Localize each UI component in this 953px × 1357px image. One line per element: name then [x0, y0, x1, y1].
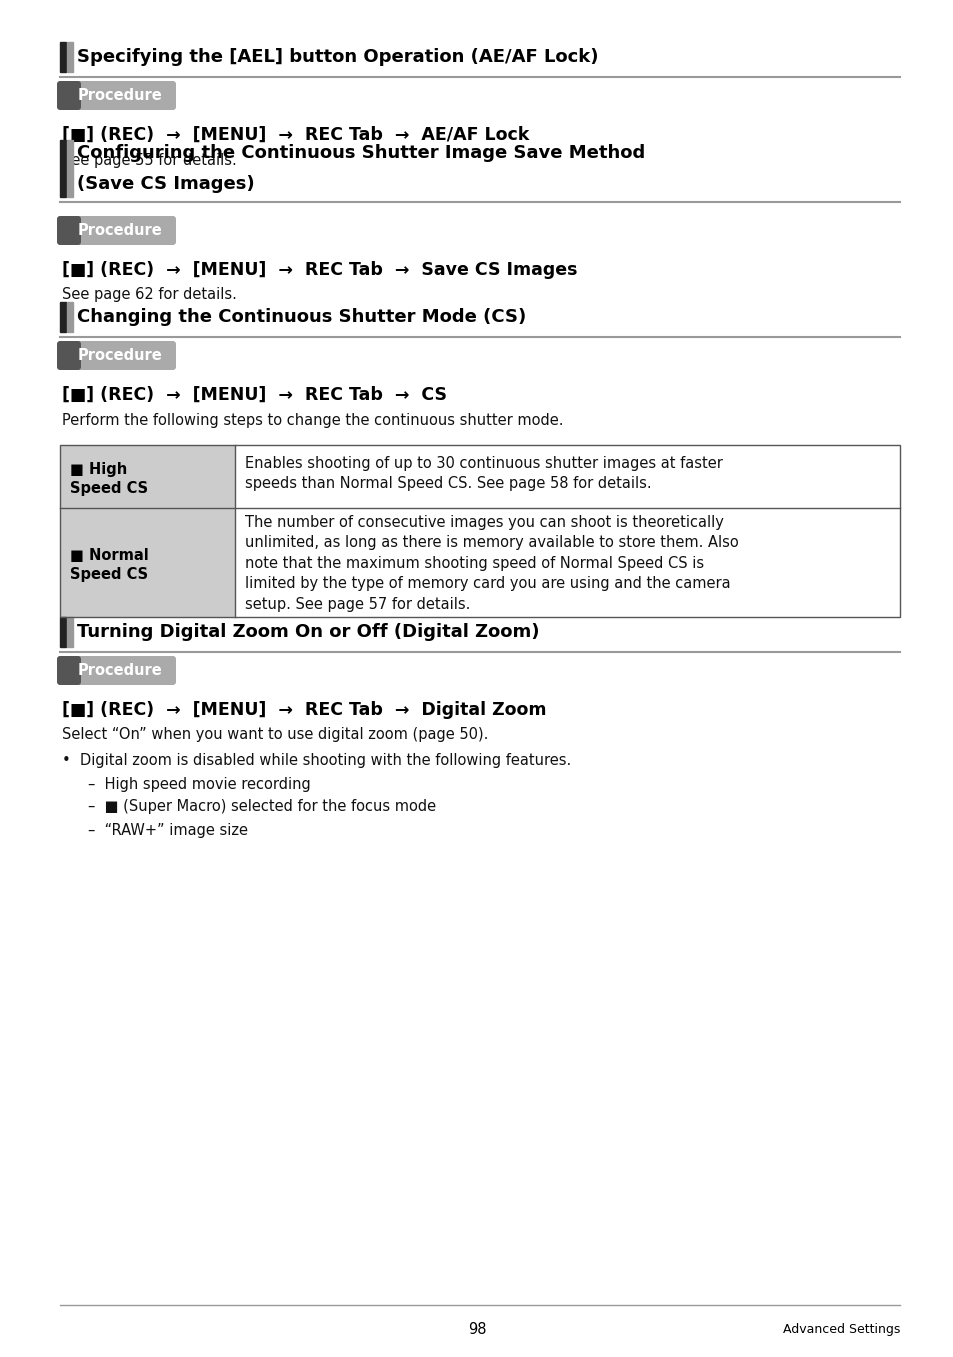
Bar [67, 303, 72, 332]
FancyBboxPatch shape [60, 81, 175, 110]
Bar [60, 140, 66, 197]
Text: [■] (REC)  →  [MENU]  →  REC Tab  →  AE/AF Lock: [■] (REC) → [MENU] → REC Tab → AE/AF Loc… [62, 126, 529, 144]
Text: –  High speed movie recording: – High speed movie recording [88, 776, 311, 791]
Text: Procedure: Procedure [77, 664, 162, 678]
FancyBboxPatch shape [57, 81, 81, 110]
Text: [■] (REC)  →  [MENU]  →  REC Tab  →  Digital Zoom: [■] (REC) → [MENU] → REC Tab → Digital Z… [62, 702, 546, 719]
Text: –  ■ (Super Macro) selected for the focus mode: – ■ (Super Macro) selected for the focus… [88, 799, 436, 814]
Text: •  Digital zoom is disabled while shooting with the following features.: • Digital zoom is disabled while shootin… [62, 753, 571, 768]
FancyBboxPatch shape [57, 341, 81, 370]
FancyBboxPatch shape [57, 655, 81, 685]
Text: Procedure: Procedure [77, 347, 162, 364]
Text: –  “RAW+” image size: – “RAW+” image size [88, 822, 248, 837]
Text: [■] (REC)  →  [MENU]  →  REC Tab  →  CS: [■] (REC) → [MENU] → REC Tab → CS [62, 385, 447, 404]
Bar [60, 303, 66, 332]
Text: Configuring the Continuous Shutter Image Save Method: Configuring the Continuous Shutter Image… [77, 144, 644, 161]
Text: Procedure: Procedure [77, 223, 162, 237]
FancyBboxPatch shape [60, 655, 175, 685]
Text: See page 62 for details.: See page 62 for details. [62, 288, 236, 303]
FancyBboxPatch shape [60, 341, 175, 370]
Text: Select “On” when you want to use digital zoom (page 50).: Select “On” when you want to use digital… [62, 727, 488, 742]
Text: Turning Digital Zoom On or Off (Digital Zoom): Turning Digital Zoom On or Off (Digital … [77, 623, 539, 641]
Bar [67, 617, 72, 647]
Bar [60, 508, 234, 617]
Text: [■] (REC)  →  [MENU]  →  REC Tab  →  Save CS Images: [■] (REC) → [MENU] → REC Tab → Save CS I… [62, 261, 577, 280]
Text: Enables shooting of up to 30 continuous shutter images at faster
speeds than Nor: Enables shooting of up to 30 continuous … [245, 456, 722, 491]
Bar [60, 445, 234, 508]
Bar [60, 445, 899, 617]
Bar [67, 140, 72, 197]
Text: Speed CS: Speed CS [70, 480, 148, 497]
Text: (Save CS Images): (Save CS Images) [77, 175, 254, 193]
Text: Changing the Continuous Shutter Mode (CS): Changing the Continuous Shutter Mode (CS… [77, 308, 526, 326]
Text: Procedure: Procedure [77, 88, 162, 103]
Text: Advanced Settings: Advanced Settings [781, 1323, 899, 1335]
Text: The number of consecutive images you can shoot is theoretically
unlimited, as lo: The number of consecutive images you can… [245, 516, 738, 612]
Text: Specifying the [AEL] button Operation (AE/AF Lock): Specifying the [AEL] button Operation (A… [77, 47, 598, 66]
FancyBboxPatch shape [57, 216, 81, 246]
Text: Perform the following steps to change the continuous shutter mode.: Perform the following steps to change th… [62, 414, 563, 429]
Text: 98: 98 [467, 1322, 486, 1337]
Text: ■ Normal: ■ Normal [70, 548, 149, 563]
Bar [60, 617, 66, 647]
Text: Speed CS: Speed CS [70, 567, 148, 582]
Bar [60, 42, 66, 72]
Bar [67, 42, 72, 72]
Text: ■ High: ■ High [70, 461, 127, 478]
FancyBboxPatch shape [60, 216, 175, 246]
Text: See page 55 for details.: See page 55 for details. [62, 152, 236, 167]
